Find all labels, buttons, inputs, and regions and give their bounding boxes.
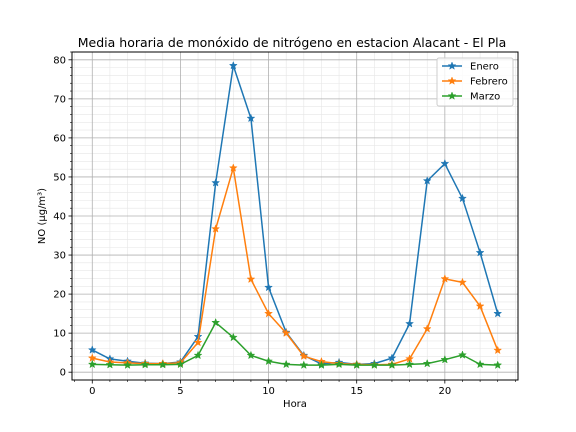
data-point [246,274,256,284]
series-marzo [87,317,503,369]
data-point [316,360,326,369]
data-point [334,359,344,369]
data-point [387,360,397,369]
data-point [440,158,450,168]
data-point [211,224,221,233]
data-point [422,176,432,185]
data-point [87,359,97,369]
x-tick-label: 15 [350,386,363,397]
legend-box [436,57,514,107]
x-tick-label: 10 [262,386,275,397]
data-point [211,317,221,327]
data-point [422,324,432,333]
legend: Enero Febrero Marzo [436,57,514,107]
data-point [246,350,256,360]
data-point [475,359,485,369]
data-point [405,319,415,328]
x-tick-label: 5 [177,386,183,397]
y-tick-label: 20 [53,290,66,301]
data-point [193,337,203,347]
data-point [228,60,238,70]
data-point [87,345,97,354]
data-point [264,308,274,318]
x-axis-label: Hora [283,399,307,410]
data-point [228,163,238,172]
x-axis-ticks: 0 5 10 15 20 [74,380,516,397]
major-gridlines [72,52,518,380]
legend-item: Marzo [442,91,500,103]
x-tick-label: 0 [89,386,95,397]
y-axis-ticks: 0 10 20 30 40 50 60 70 80 [53,51,72,379]
data-point [457,350,467,359]
y-tick-label: 50 [53,172,66,183]
data-point [493,345,503,355]
y-tick-label: 0 [60,368,66,379]
data-point [457,193,467,203]
data-point [475,247,485,257]
y-axis-label: NO (μg/m³) [37,188,48,244]
data-point [352,360,362,369]
data-point [211,178,221,187]
data-point [246,113,256,123]
data-point [175,359,185,369]
y-tick-label: 80 [53,55,66,66]
data-point [264,282,274,292]
y-tick-label: 10 [53,329,66,340]
legend-items: Enero Febrero Marzo [442,61,508,103]
y-tick-label: 40 [53,212,66,223]
data-point [299,351,309,360]
data-point [440,354,450,364]
y-tick-label: 30 [53,251,66,262]
legend-item: Febrero [442,76,508,88]
data-point [158,360,168,369]
series-layer [87,60,503,369]
data-point [493,360,503,369]
data-point [193,350,203,360]
data-point [405,359,415,369]
legend-swatch-marker [447,76,457,85]
data-point [123,360,133,369]
data-point [299,360,309,369]
data-point [457,277,467,287]
data-point [228,332,238,342]
data-point [440,274,450,283]
data-point [281,328,291,337]
y-tick-label: 60 [53,133,66,144]
legend-label: Febrero [470,77,508,88]
legend-label: Marzo [470,92,500,103]
legend-swatch-marker [447,91,457,100]
data-point [140,360,150,369]
chart-title: Media horaria de monóxido de nitrógeno e… [78,35,507,50]
y-tick-label: 70 [53,94,66,105]
legend-swatch-marker [447,61,457,70]
x-tick-label: 20 [438,386,451,397]
data-point [105,360,115,369]
data-point [369,360,379,369]
legend-label: Enero [470,62,499,73]
data-point [475,301,485,311]
data-point [493,308,503,318]
data-point [422,358,432,368]
data-point [264,356,274,366]
data-point [281,359,291,369]
legend-item: Enero [442,61,499,73]
